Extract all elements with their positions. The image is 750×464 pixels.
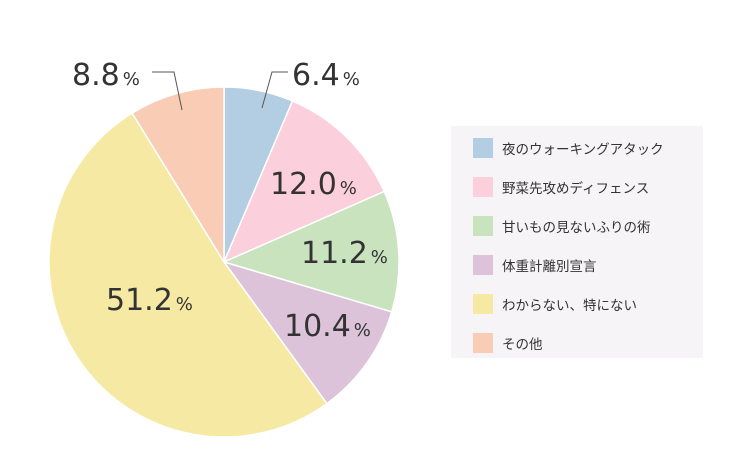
legend: 夜のウォーキングアタック 野菜先攻めディフェンス 甘いもの見ないふりの術 体重計離別宣… [451,126,703,358]
slice-value-unit: % [123,69,140,90]
pie-slice-5 [48,112,328,438]
legend-label: 甘いもの見ないふりの術 [502,220,651,236]
legend-item-3: 甘いもの見ないふりの術 [473,215,651,237]
slice-value-number: 6.4 [292,58,340,93]
legend-swatch [473,216,493,236]
legend-item-2: 野菜先攻めディフェンス [473,176,649,198]
slice-value-label-6: 8.8% [72,58,140,93]
legend-item-5: わからない、特にない [473,293,637,315]
slice-value-label-3: 11.2% [301,236,388,271]
legend-item-6: その他 [473,332,543,354]
pie-slice-2 [222,99,386,264]
slice-value-label-4: 10.4% [284,309,371,344]
legend-label: 野菜先攻めディフェンス [502,181,650,197]
slice-value-number: 12.0 [270,167,337,202]
legend-label: その他 [502,337,543,353]
legend-label: 体重計離別宣言 [502,259,597,275]
leader-line-6 [152,71,183,111]
legend-swatch [473,138,493,158]
slice-value-unit: % [371,247,388,268]
slice-value-unit: % [343,69,360,90]
pie-slice-4 [222,260,393,405]
pie-slice-3 [221,190,400,313]
slice-value-label-2: 12.0% [270,167,357,202]
slice-value-label-5: 51.2% [106,283,193,318]
slice-value-unit: % [176,294,193,315]
pie-slice-6 [131,86,225,265]
slice-value-number: 11.2 [301,236,368,271]
legend-label: わからない、特にない [502,298,637,314]
slice-value-number: 8.8 [72,58,120,93]
legend-swatch [473,255,493,275]
slice-value-number: 10.4 [284,309,351,344]
slice-value-label-1: 6.4% [292,58,360,93]
legend-item-1: 夜のウォーキングアタック [473,137,664,159]
slice-value-unit: % [354,320,371,341]
slice-value-unit: % [340,178,357,199]
leader-line-1 [261,71,288,109]
legend-item-4: 体重計離別宣言 [473,254,597,276]
slice-value-number: 51.2 [106,283,173,318]
legend-label: 夜のウォーキングアタック [502,142,664,158]
legend-swatch [473,294,493,314]
legend-swatch [473,177,493,197]
legend-swatch [473,333,493,353]
